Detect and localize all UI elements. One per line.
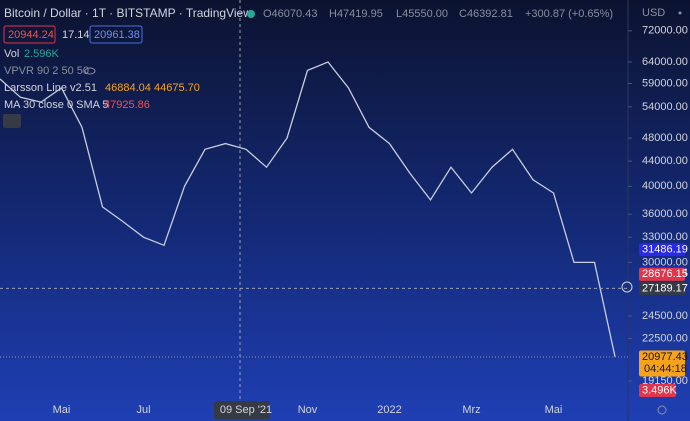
y-tick-label: 24500.00 bbox=[642, 310, 688, 322]
sell-box[interactable] bbox=[3, 25, 56, 44]
price-tag bbox=[639, 281, 685, 295]
y-tick-label: 30000.00 bbox=[642, 256, 688, 268]
y-tick-label: 64000.00 bbox=[642, 56, 688, 68]
y-tick-label: 22500.00 bbox=[642, 332, 688, 344]
countdown: 04:44:18 bbox=[644, 363, 687, 375]
ma-label: MA 30 close 0 SMA 5 bbox=[4, 99, 109, 111]
y-tick-label: 54000.00 bbox=[642, 101, 688, 113]
ma-value: 47925.86 bbox=[104, 99, 150, 111]
ohlc-open: O46070.43 bbox=[263, 8, 317, 20]
price-tag-label: 27189.17 bbox=[642, 282, 688, 294]
symbol: Bitcoin / Dollar · 1T · BITSTAMP · Tradi… bbox=[4, 6, 252, 20]
larsson-b: 44675.70 bbox=[154, 82, 200, 94]
buy-price[interactable]: 20961.38 bbox=[94, 29, 140, 41]
y-tick-label: 33000.00 bbox=[642, 231, 688, 243]
x-tick-label: Mai bbox=[53, 404, 71, 416]
x-tick-label: Jul bbox=[136, 404, 150, 416]
price-line bbox=[0, 61, 616, 357]
ohlc-close: C46392.81 bbox=[459, 8, 513, 20]
larsson-a: 46884.04 bbox=[105, 82, 151, 94]
larsson-label: Larsson Line v2.51 bbox=[4, 82, 97, 94]
y-tick-label: 44000.00 bbox=[642, 155, 688, 167]
ohlc-high: H47419.95 bbox=[329, 8, 383, 20]
spread: 17.14 bbox=[62, 29, 90, 41]
vol-value: 2.596K bbox=[24, 48, 60, 60]
menu-dot bbox=[678, 11, 682, 15]
eye-icon[interactable] bbox=[84, 67, 96, 75]
x-tick-label: 09 Sep '21 bbox=[220, 404, 272, 416]
volume-tag-label: 3.496K bbox=[642, 384, 678, 396]
x-tick-label: 2022 bbox=[377, 404, 401, 416]
y-tick-label: 36000.00 bbox=[642, 208, 688, 220]
vol-label: Vol bbox=[4, 48, 19, 60]
price-tag-label: 31486.19 bbox=[642, 243, 688, 255]
currency[interactable]: USD bbox=[642, 7, 665, 19]
price-tag bbox=[639, 350, 685, 377]
x-tick-label: Mai bbox=[545, 404, 563, 416]
status-dot bbox=[247, 10, 255, 18]
price-tag bbox=[639, 243, 685, 257]
crosshair-date-box bbox=[214, 401, 270, 419]
x-tick-label: Nov bbox=[298, 404, 318, 416]
buy-box[interactable] bbox=[89, 25, 143, 44]
y-tick-label: 72000.00 bbox=[642, 25, 688, 37]
volume-tag bbox=[639, 384, 676, 397]
sell-price[interactable]: 20944.24 bbox=[8, 29, 54, 41]
ohlc-low: L45550.00 bbox=[396, 8, 448, 20]
settings-icon[interactable] bbox=[657, 405, 667, 415]
x-tick-label: Mrz bbox=[462, 404, 480, 416]
collapse-button[interactable] bbox=[3, 114, 21, 128]
price-tag bbox=[639, 267, 685, 281]
add-button[interactable] bbox=[621, 281, 633, 293]
y-tick-label: 48000.00 bbox=[642, 132, 688, 144]
vpvr-label: VPVR 90 2 50 50 bbox=[4, 65, 89, 77]
y-tick-label: 40000.00 bbox=[642, 180, 688, 192]
price-tag-label: 28676.15 bbox=[642, 268, 688, 280]
y-tick-label: 59000.00 bbox=[642, 77, 688, 89]
price-tag-label: 20977.43 bbox=[642, 351, 688, 363]
ohlc-change: +300.87 (+0.65%) bbox=[525, 8, 613, 20]
